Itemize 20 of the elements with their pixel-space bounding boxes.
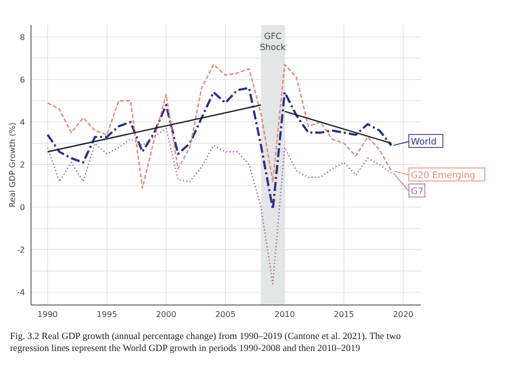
- y-tick-label: 0: [20, 203, 25, 212]
- y-tick-label: 8: [20, 32, 25, 42]
- y-tick-label: 6: [20, 75, 25, 84]
- y-axis-title: Real GDP Growth (%): [8, 122, 17, 208]
- x-tick-label: 1990: [37, 310, 58, 319]
- x-tick-label: 2010: [274, 310, 295, 319]
- x-tick-label: 2005: [215, 310, 236, 319]
- y-tick-label: -2: [17, 246, 25, 255]
- y-tick-label: -4: [17, 288, 25, 298]
- y-tick-label: 2: [20, 160, 25, 170]
- x-tick-label: 2020: [393, 310, 414, 319]
- x-tick-label: 2015: [334, 310, 354, 319]
- caption: Fig. 3.2 Real GDP growth (annual percentage change) from 1990–2019 (Cantone et al. 2021). The two regression lines represent the World GDP growth in periods 1990-2008 and then 2010–2019: [10, 332, 401, 354]
- legend-label: G20 Emerging: [410, 170, 476, 181]
- x-tick-label: 2000: [156, 310, 176, 319]
- legend-label: World: [410, 137, 437, 148]
- band-label: GFC Shock: [260, 32, 286, 53]
- text: G7: [410, 186, 424, 197]
- x-tick-label: 1995: [96, 310, 118, 319]
- y-tick-label: 4: [20, 118, 25, 128]
